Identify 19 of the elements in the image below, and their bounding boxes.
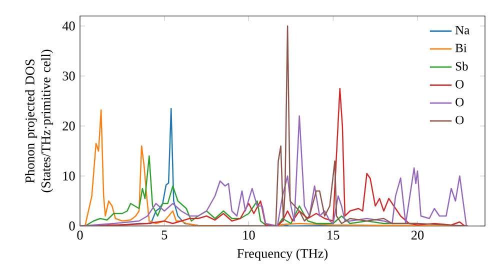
y-tick-label: 40: [62, 22, 75, 30]
x-tick-label: 5: [162, 230, 168, 240]
x-tick-label: 0: [77, 230, 83, 240]
y-axis-title: Phonon projected DOS (States/THz·primitive cell): [25, 50, 54, 192]
x-tick-label: 10: [243, 230, 255, 240]
legend-label: Sb: [456, 62, 468, 71]
x-tick-label: 20: [411, 230, 424, 240]
legend-label: O: [456, 116, 464, 124]
legend-label: Na: [455, 26, 470, 34]
x-tick-label: 15: [328, 230, 340, 240]
legend-label: O: [456, 98, 464, 106]
x-axis-title: Frequency (THz): [237, 248, 328, 261]
y-tick-label: 20: [62, 122, 75, 130]
legend-label: Bi: [455, 44, 467, 52]
y-tick-label: 10: [63, 172, 75, 180]
y-tick-label: 0: [69, 222, 75, 230]
y-tick-label: 30: [62, 72, 75, 80]
legend-label: O: [456, 80, 464, 88]
line-series: [80, 25, 469, 226]
